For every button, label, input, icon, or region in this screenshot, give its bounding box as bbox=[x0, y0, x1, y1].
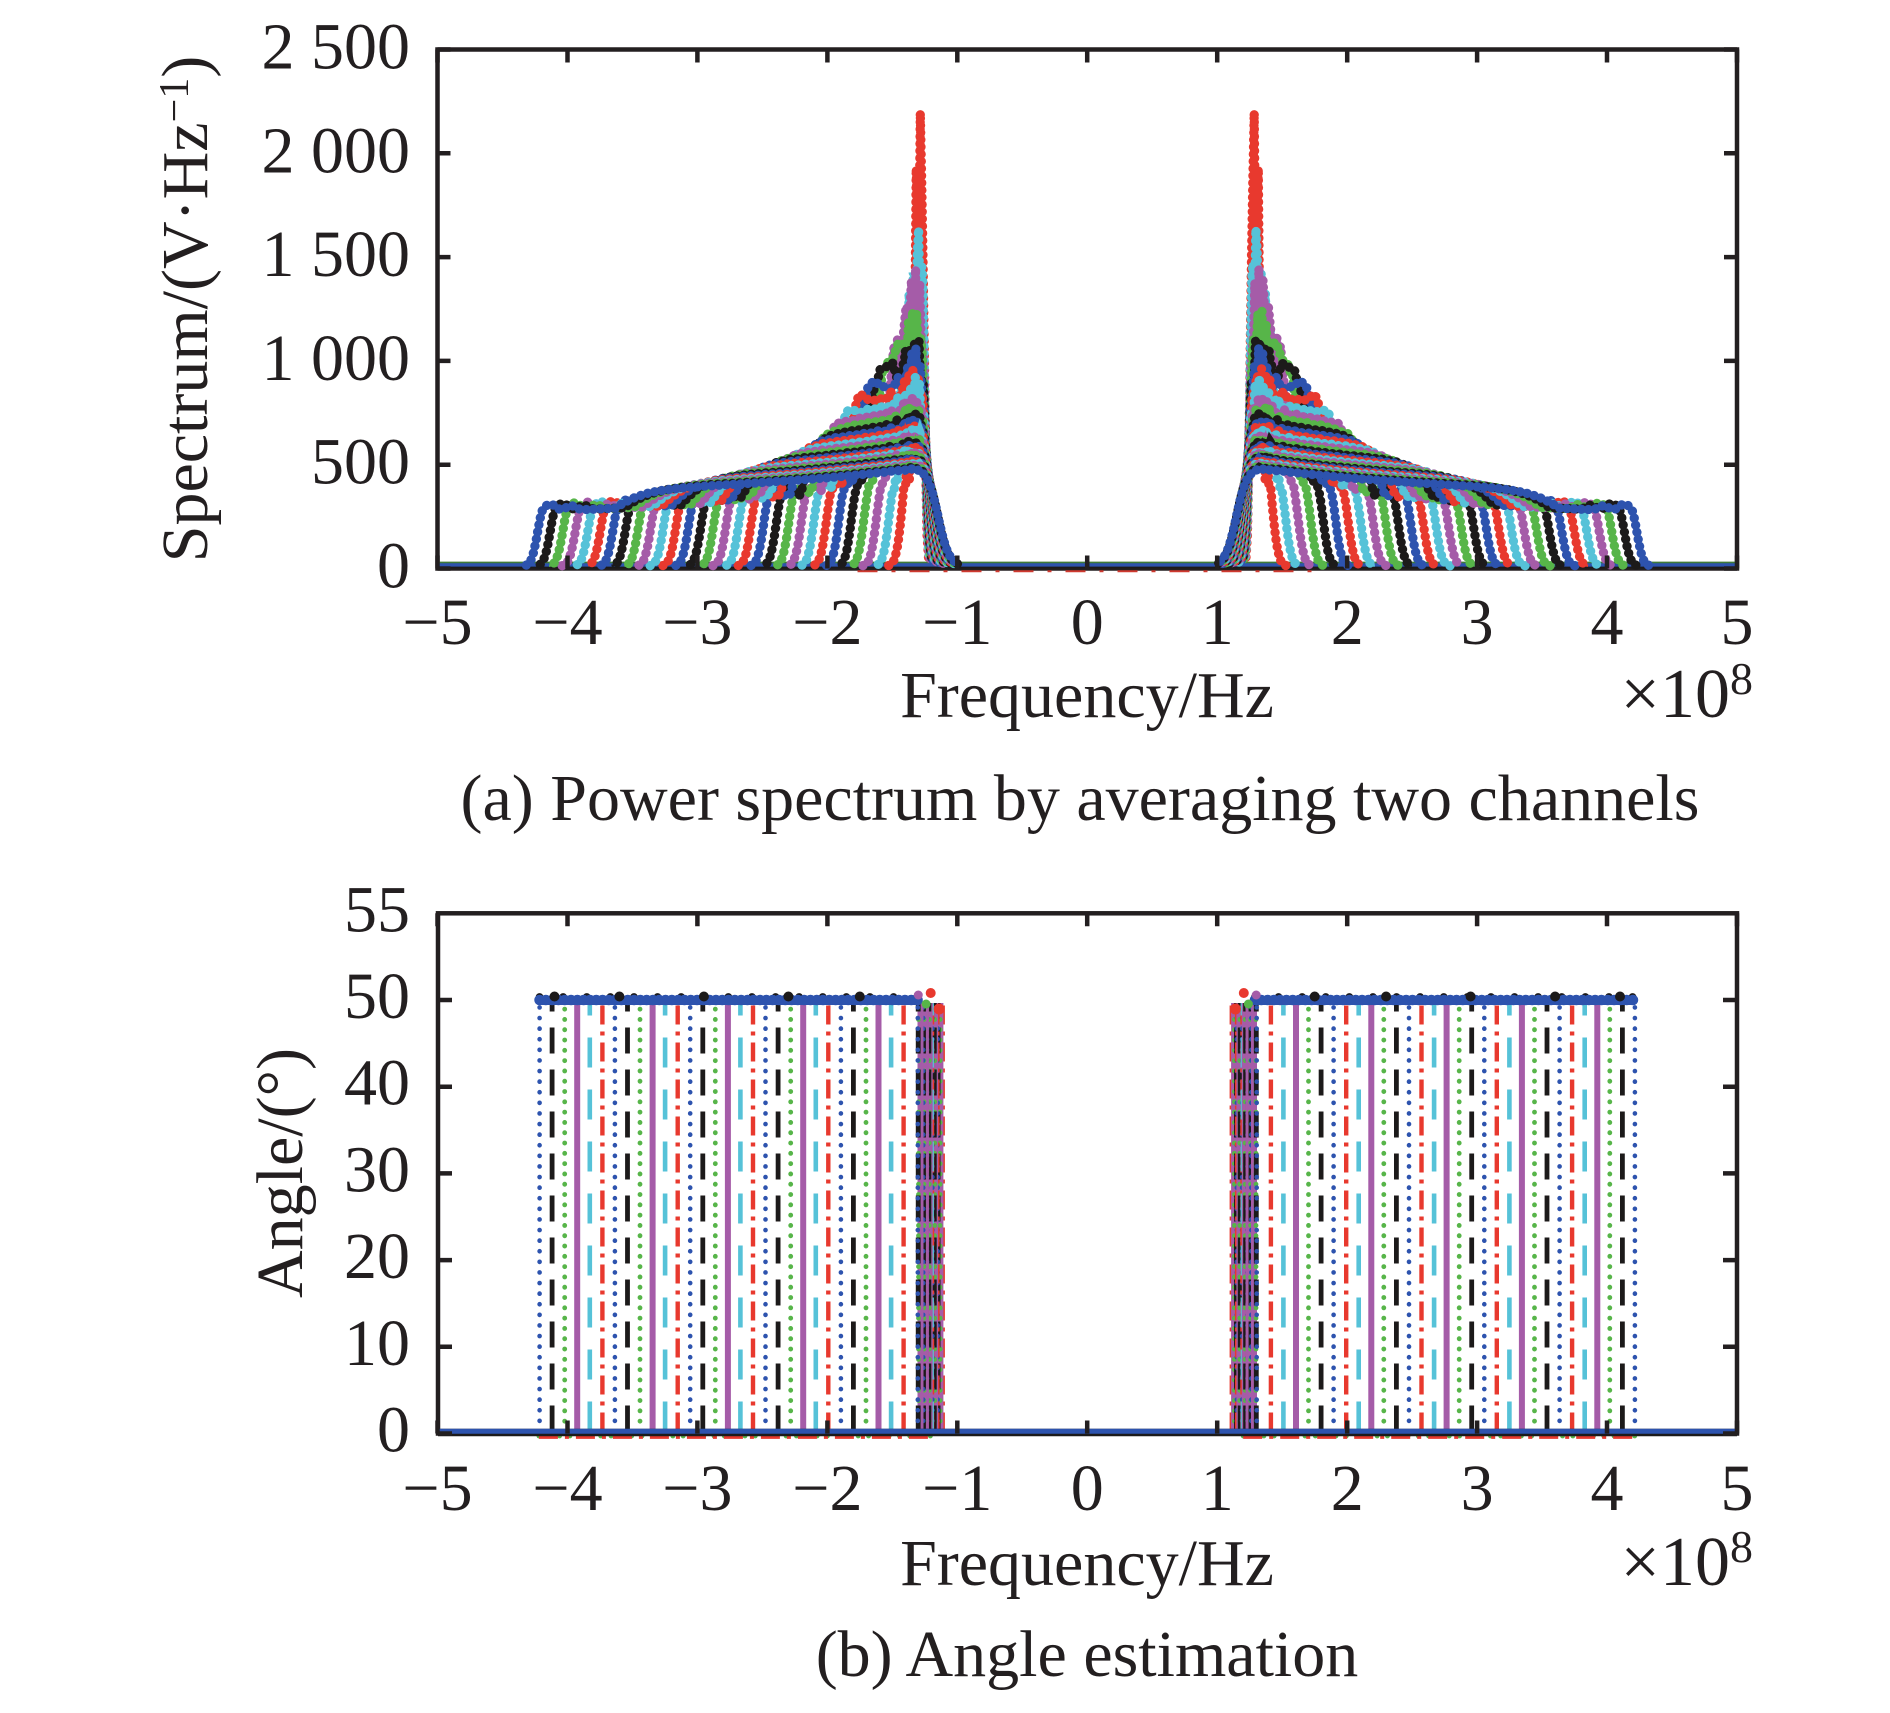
svg-text:2 000: 2 000 bbox=[262, 114, 411, 187]
svg-text:50: 50 bbox=[344, 960, 410, 1033]
svg-text:−5: −5 bbox=[402, 586, 472, 659]
svg-text:0: 0 bbox=[1071, 1452, 1104, 1525]
svg-text:0: 0 bbox=[377, 530, 410, 603]
svg-text:Spectrum/(V·Hz−1): Spectrum/(V·Hz−1) bbox=[149, 56, 222, 563]
svg-text:−2: −2 bbox=[792, 1452, 862, 1525]
svg-text:Angle/(°): Angle/(°) bbox=[244, 1048, 317, 1298]
svg-text:20: 20 bbox=[344, 1220, 410, 1293]
svg-text:Frequency/Hz: Frequency/Hz bbox=[900, 659, 1274, 732]
svg-text:2: 2 bbox=[1331, 586, 1364, 659]
svg-text:3: 3 bbox=[1461, 1452, 1494, 1525]
svg-text:4: 4 bbox=[1591, 1452, 1624, 1525]
svg-text:5: 5 bbox=[1721, 586, 1754, 659]
svg-text:1 000: 1 000 bbox=[262, 322, 411, 395]
svg-text:500: 500 bbox=[311, 426, 410, 499]
svg-text:0: 0 bbox=[1071, 586, 1104, 659]
svg-text:−4: −4 bbox=[532, 1452, 602, 1525]
svg-text:10: 10 bbox=[344, 1307, 410, 1380]
svg-text:−1: −1 bbox=[922, 1452, 992, 1525]
svg-text:−5: −5 bbox=[402, 1452, 472, 1525]
svg-text:55: 55 bbox=[344, 873, 410, 946]
svg-text:1 500: 1 500 bbox=[262, 218, 411, 291]
svg-text:1: 1 bbox=[1201, 1452, 1234, 1525]
svg-text:−4: −4 bbox=[532, 586, 602, 659]
svg-text:2: 2 bbox=[1331, 1452, 1364, 1525]
svg-text:4: 4 bbox=[1591, 586, 1624, 659]
svg-text:30: 30 bbox=[344, 1133, 410, 1206]
svg-text:1: 1 bbox=[1201, 586, 1234, 659]
svg-text:−2: −2 bbox=[792, 586, 862, 659]
svg-text:Frequency/Hz: Frequency/Hz bbox=[900, 1527, 1274, 1600]
svg-text:−3: −3 bbox=[662, 1452, 732, 1525]
svg-text:−3: −3 bbox=[662, 586, 732, 659]
svg-text:5: 5 bbox=[1721, 1452, 1754, 1525]
svg-text:(b) Angle estimation: (b) Angle estimation bbox=[816, 1618, 1359, 1691]
svg-text:40: 40 bbox=[344, 1047, 410, 1120]
svg-text:0: 0 bbox=[377, 1394, 410, 1467]
svg-text:2 500: 2 500 bbox=[262, 11, 411, 84]
svg-text:(a) Power spectrum by averagin: (a) Power spectrum by averaging two chan… bbox=[461, 762, 1700, 835]
svg-text:−1: −1 bbox=[922, 586, 992, 659]
svg-text:3: 3 bbox=[1461, 586, 1494, 659]
